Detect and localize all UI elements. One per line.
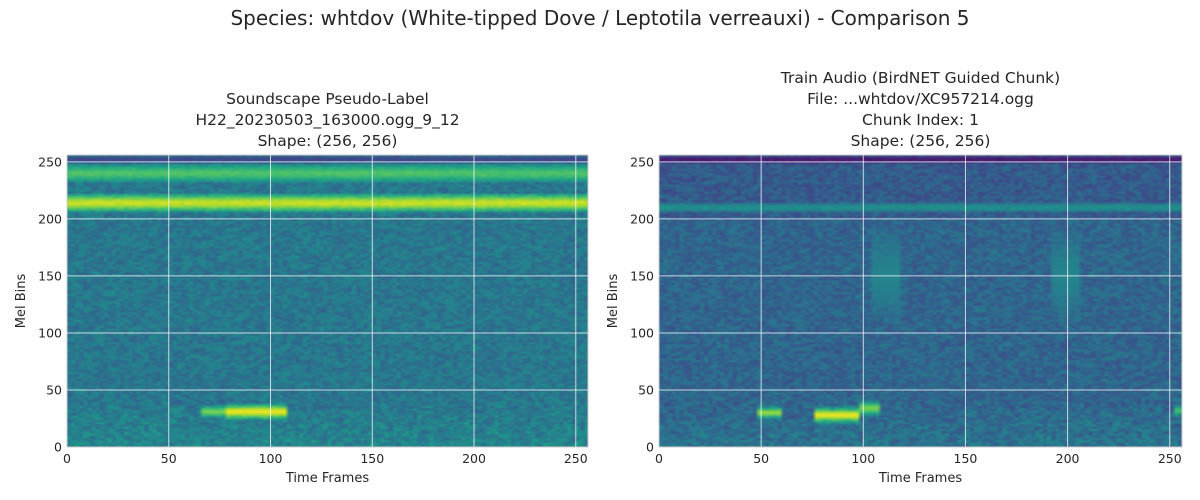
spectrogram-panel-1: 0 50 100 150 200 250 0 50 100 150 200 250 Time Frame… bbox=[14, 90, 589, 486]
x-tick-label: 200 bbox=[1056, 451, 1080, 466]
x-tick-label: 250 bbox=[1158, 451, 1182, 466]
x-tick-label: 100 bbox=[259, 451, 283, 466]
y-tick-label: 50 bbox=[46, 382, 62, 397]
x-tick-label: 150 bbox=[360, 451, 384, 466]
y-tick-label: 150 bbox=[630, 268, 654, 283]
y-tick-label: 200 bbox=[38, 211, 62, 226]
panel-title-line: Shape: (256, 256) bbox=[258, 132, 398, 150]
panel-title-line: Chunk Index: 1 bbox=[862, 111, 979, 129]
y-tick-label: 250 bbox=[630, 154, 654, 169]
x-tick-label: 50 bbox=[161, 451, 177, 466]
x-tick-label: 100 bbox=[851, 451, 875, 466]
x-tick-label: 250 bbox=[564, 451, 588, 466]
y-axis-label: Mel Bins bbox=[14, 274, 29, 329]
spectrogram-image bbox=[659, 155, 1182, 447]
x-tick-label: 150 bbox=[954, 451, 978, 466]
x-tick-label: 200 bbox=[462, 451, 486, 466]
panel-title-line: Shape: (256, 256) bbox=[851, 132, 991, 150]
spectrogram-image bbox=[67, 155, 588, 447]
y-tick-label: 100 bbox=[38, 325, 62, 340]
x-tick-label: 0 bbox=[655, 451, 663, 466]
y-axis-label: Mel Bins bbox=[606, 274, 621, 329]
y-tick-label: 250 bbox=[38, 154, 62, 169]
panels: 0 50 100 150 200 250 0 50 100 150 200 250 Time Frame… bbox=[14, 69, 1183, 486]
x-tick-label: 50 bbox=[753, 451, 769, 466]
x-axis-label: Time Frames bbox=[285, 471, 369, 486]
panel-title-line: H22_20230503_163000.ogg_9_12 bbox=[195, 111, 459, 130]
y-tick-label: 0 bbox=[54, 440, 62, 455]
panel-title-line: Soundscape Pseudo-Label bbox=[226, 90, 429, 108]
y-tick-label: 50 bbox=[638, 382, 654, 397]
axes-frame bbox=[66, 154, 589, 448]
spectrogram-panel-2: 0 50 100 150 200 250 0 50 100 150 200 250 Time Frame… bbox=[606, 69, 1183, 486]
x-axis-label: Time Frames bbox=[878, 471, 962, 486]
panel-title-line: Train Audio (BirdNET Guided Chunk) bbox=[780, 69, 1060, 87]
panel-title-line: File: ...whtdov/XC957214.ogg bbox=[807, 90, 1034, 108]
y-tick-label: 0 bbox=[646, 440, 654, 455]
x-tick-label: 0 bbox=[63, 451, 71, 466]
figure-suptitle: Species: whtdov (White-tipped Dove / Lep… bbox=[230, 6, 969, 30]
y-tick-label: 100 bbox=[630, 325, 654, 340]
axes-frame bbox=[658, 154, 1183, 448]
y-tick-label: 200 bbox=[630, 211, 654, 226]
y-tick-label: 150 bbox=[38, 268, 62, 283]
